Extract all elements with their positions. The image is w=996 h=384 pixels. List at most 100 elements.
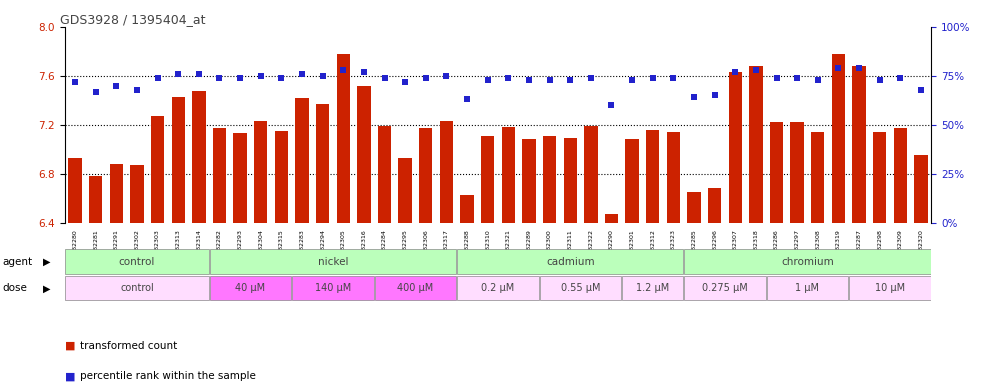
Bar: [540, 276, 622, 300]
Bar: [460, 195, 474, 223]
Text: transformed count: transformed count: [80, 341, 177, 351]
Text: 0.2 μM: 0.2 μM: [481, 283, 515, 293]
Bar: [130, 165, 143, 223]
Point: [500, 75, 516, 81]
Bar: [832, 54, 846, 223]
Text: percentile rank within the sample: percentile rank within the sample: [80, 371, 256, 381]
Bar: [295, 98, 309, 223]
Text: control: control: [119, 257, 155, 266]
Bar: [358, 86, 371, 223]
Bar: [337, 54, 350, 223]
Point: [624, 77, 640, 83]
Bar: [522, 139, 536, 223]
Point: [706, 93, 722, 99]
Point: [376, 75, 392, 81]
Point: [315, 73, 331, 79]
Bar: [728, 72, 742, 223]
Point: [459, 96, 475, 103]
Text: nickel: nickel: [318, 257, 349, 266]
Bar: [439, 121, 453, 223]
Bar: [209, 250, 456, 273]
Point: [727, 69, 743, 75]
Point: [644, 75, 660, 81]
Bar: [872, 132, 886, 223]
Point: [892, 75, 908, 81]
Bar: [233, 133, 247, 223]
Bar: [893, 129, 907, 223]
Point: [686, 94, 702, 101]
Bar: [584, 126, 598, 223]
Bar: [275, 131, 288, 223]
Text: 10 μM: 10 μM: [874, 283, 905, 293]
Bar: [749, 66, 763, 223]
Bar: [767, 276, 849, 300]
Point: [109, 83, 124, 89]
Text: ■: ■: [65, 341, 76, 351]
Bar: [502, 127, 515, 223]
Text: ▶: ▶: [43, 283, 51, 293]
Point: [810, 77, 826, 83]
Bar: [687, 192, 701, 223]
Point: [789, 75, 805, 81]
Point: [769, 75, 785, 81]
Text: 1 μM: 1 μM: [796, 283, 820, 293]
Point: [480, 77, 496, 83]
Point: [872, 77, 887, 83]
Bar: [853, 66, 866, 223]
Point: [397, 79, 413, 85]
Bar: [69, 158, 82, 223]
Bar: [209, 276, 291, 300]
Text: agent: agent: [2, 257, 32, 266]
Text: 400 μM: 400 μM: [397, 283, 433, 293]
Bar: [625, 139, 638, 223]
Text: cadmium: cadmium: [546, 257, 595, 266]
Bar: [481, 136, 494, 223]
Bar: [646, 130, 659, 223]
Bar: [292, 276, 374, 300]
Bar: [89, 176, 103, 223]
Bar: [377, 126, 391, 223]
Point: [273, 75, 289, 81]
Bar: [65, 250, 209, 273]
Bar: [65, 276, 209, 300]
Bar: [254, 121, 268, 223]
Point: [851, 65, 867, 71]
Point: [88, 88, 104, 94]
Point: [253, 73, 269, 79]
Bar: [316, 104, 330, 223]
Bar: [684, 276, 766, 300]
Text: chromium: chromium: [781, 257, 834, 266]
Bar: [457, 276, 539, 300]
Point: [149, 75, 165, 81]
Bar: [398, 158, 412, 223]
Text: dose: dose: [2, 283, 27, 293]
Point: [831, 65, 847, 71]
Bar: [543, 136, 557, 223]
Bar: [622, 276, 683, 300]
Point: [521, 77, 537, 83]
Bar: [150, 116, 164, 223]
Point: [336, 67, 352, 73]
Point: [583, 75, 599, 81]
Point: [665, 75, 681, 81]
Text: GDS3928 / 1395404_at: GDS3928 / 1395404_at: [61, 13, 206, 26]
Point: [294, 71, 310, 77]
Text: ▶: ▶: [43, 257, 51, 266]
Point: [191, 71, 207, 77]
Point: [604, 102, 620, 108]
Point: [542, 77, 558, 83]
Bar: [457, 250, 683, 273]
Bar: [605, 214, 619, 223]
Point: [913, 86, 929, 93]
Bar: [666, 132, 680, 223]
Bar: [811, 132, 825, 223]
Bar: [374, 276, 456, 300]
Point: [417, 75, 433, 81]
Point: [562, 77, 578, 83]
Bar: [850, 276, 931, 300]
Text: 0.275 μM: 0.275 μM: [702, 283, 748, 293]
Text: 1.2 μM: 1.2 μM: [636, 283, 669, 293]
Text: ■: ■: [65, 371, 76, 381]
Point: [128, 86, 145, 93]
Text: 140 μM: 140 μM: [315, 283, 351, 293]
